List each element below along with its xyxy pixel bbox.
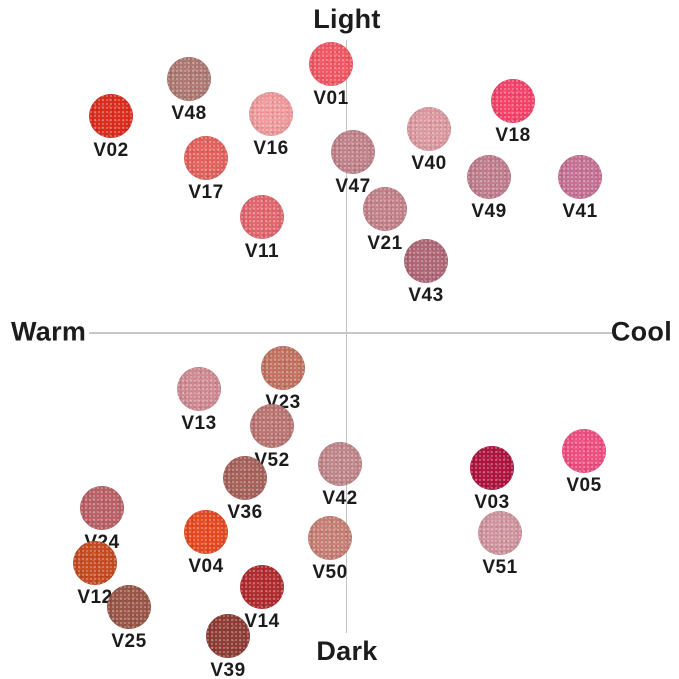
swatch-v13: V13 (177, 367, 221, 434)
swatch-v02: V02 (89, 94, 133, 161)
swatch-v43: V43 (404, 239, 448, 306)
swatch-v49: V49 (467, 155, 511, 222)
shade-label-v47: V47 (335, 176, 371, 197)
swatch-v47: V47 (331, 130, 375, 197)
shade-label-v50: V50 (312, 562, 348, 583)
shade-dot-v24 (80, 486, 124, 530)
shade-label-v18: V18 (495, 125, 531, 146)
shade-label-v05: V05 (566, 475, 602, 496)
swatch-v25: V25 (107, 585, 151, 652)
shade-label-v03: V03 (474, 492, 510, 513)
shade-dot-v04 (184, 510, 228, 554)
light-dark-axis-line (346, 40, 347, 633)
shade-label-v49: V49 (471, 201, 507, 222)
swatch-v18: V18 (491, 79, 535, 146)
shade-dot-v14 (240, 565, 284, 609)
shade-label-v21: V21 (367, 233, 403, 254)
shade-label-v39: V39 (210, 660, 246, 679)
swatch-v50: V50 (308, 516, 352, 583)
swatch-v14: V14 (240, 565, 284, 632)
swatch-v42: V42 (318, 442, 362, 509)
shade-dot-v43 (404, 239, 448, 283)
shade-dot-v47 (331, 130, 375, 174)
swatch-v21: V21 (363, 187, 407, 254)
swatch-v03: V03 (470, 446, 514, 513)
swatch-v12: V12 (73, 541, 117, 608)
shade-label-v16: V16 (253, 138, 289, 159)
shade-dot-v36 (223, 456, 267, 500)
axis-label-light: Light (313, 4, 381, 34)
swatch-v05: V05 (562, 429, 606, 496)
swatch-v40: V40 (407, 107, 451, 174)
axis-label-dark: Dark (316, 636, 378, 666)
swatch-v51: V51 (478, 511, 522, 578)
shade-dot-v25 (107, 585, 151, 629)
shade-dot-v41 (558, 155, 602, 199)
shade-dot-v21 (363, 187, 407, 231)
swatch-v48: V48 (167, 57, 211, 124)
shade-dot-v48 (167, 57, 211, 101)
swatch-v17: V17 (184, 136, 228, 203)
shade-label-v43: V43 (408, 285, 444, 306)
shade-dot-v02 (89, 94, 133, 138)
shade-dot-v39 (206, 614, 250, 658)
shade-label-v36: V36 (227, 502, 263, 523)
shade-dot-v42 (318, 442, 362, 486)
shade-dot-v23 (261, 346, 305, 390)
shade-dot-v17 (184, 136, 228, 180)
shade-label-v14: V14 (244, 611, 280, 632)
swatch-v04: V04 (184, 510, 228, 577)
swatch-v11: V11 (240, 195, 284, 262)
shade-dot-v50 (308, 516, 352, 560)
shade-label-v04: V04 (188, 556, 224, 577)
shade-label-v41: V41 (562, 201, 598, 222)
shade-label-v25: V25 (111, 631, 147, 652)
shade-label-v40: V40 (411, 153, 447, 174)
swatch-v16: V16 (249, 92, 293, 159)
shade-dot-v18 (491, 79, 535, 123)
axis-label-cool: Cool (610, 316, 672, 347)
shade-dot-v16 (249, 92, 293, 136)
axis-label-warm: Warm (11, 316, 87, 347)
shade-label-v42: V42 (322, 488, 358, 509)
shade-dot-v05 (562, 429, 606, 473)
shade-label-v12: V12 (77, 587, 113, 608)
shade-dot-v51 (478, 511, 522, 555)
swatch-v01: V01 (309, 42, 353, 109)
shade-label-v17: V17 (188, 182, 224, 203)
shade-dot-v49 (467, 155, 511, 199)
swatch-v41: V41 (558, 155, 602, 222)
shade-dot-v01 (309, 42, 353, 86)
shade-dot-v11 (240, 195, 284, 239)
swatch-v39: V39 (206, 614, 250, 679)
shade-dot-v12 (73, 541, 117, 585)
warm-cool-axis-line (89, 332, 612, 334)
shade-label-v02: V02 (93, 140, 129, 161)
shade-dot-v40 (407, 107, 451, 151)
shade-label-v01: V01 (313, 88, 349, 109)
swatch-v23: V23 (261, 346, 305, 413)
shade-label-v13: V13 (181, 413, 217, 434)
swatch-v36: V36 (223, 456, 267, 523)
shade-dot-v52 (250, 404, 294, 448)
shade-label-v51: V51 (482, 557, 518, 578)
shade-dot-v13 (177, 367, 221, 411)
shade-dot-v03 (470, 446, 514, 490)
shade-label-v11: V11 (244, 241, 280, 262)
shade-label-v48: V48 (171, 103, 207, 124)
